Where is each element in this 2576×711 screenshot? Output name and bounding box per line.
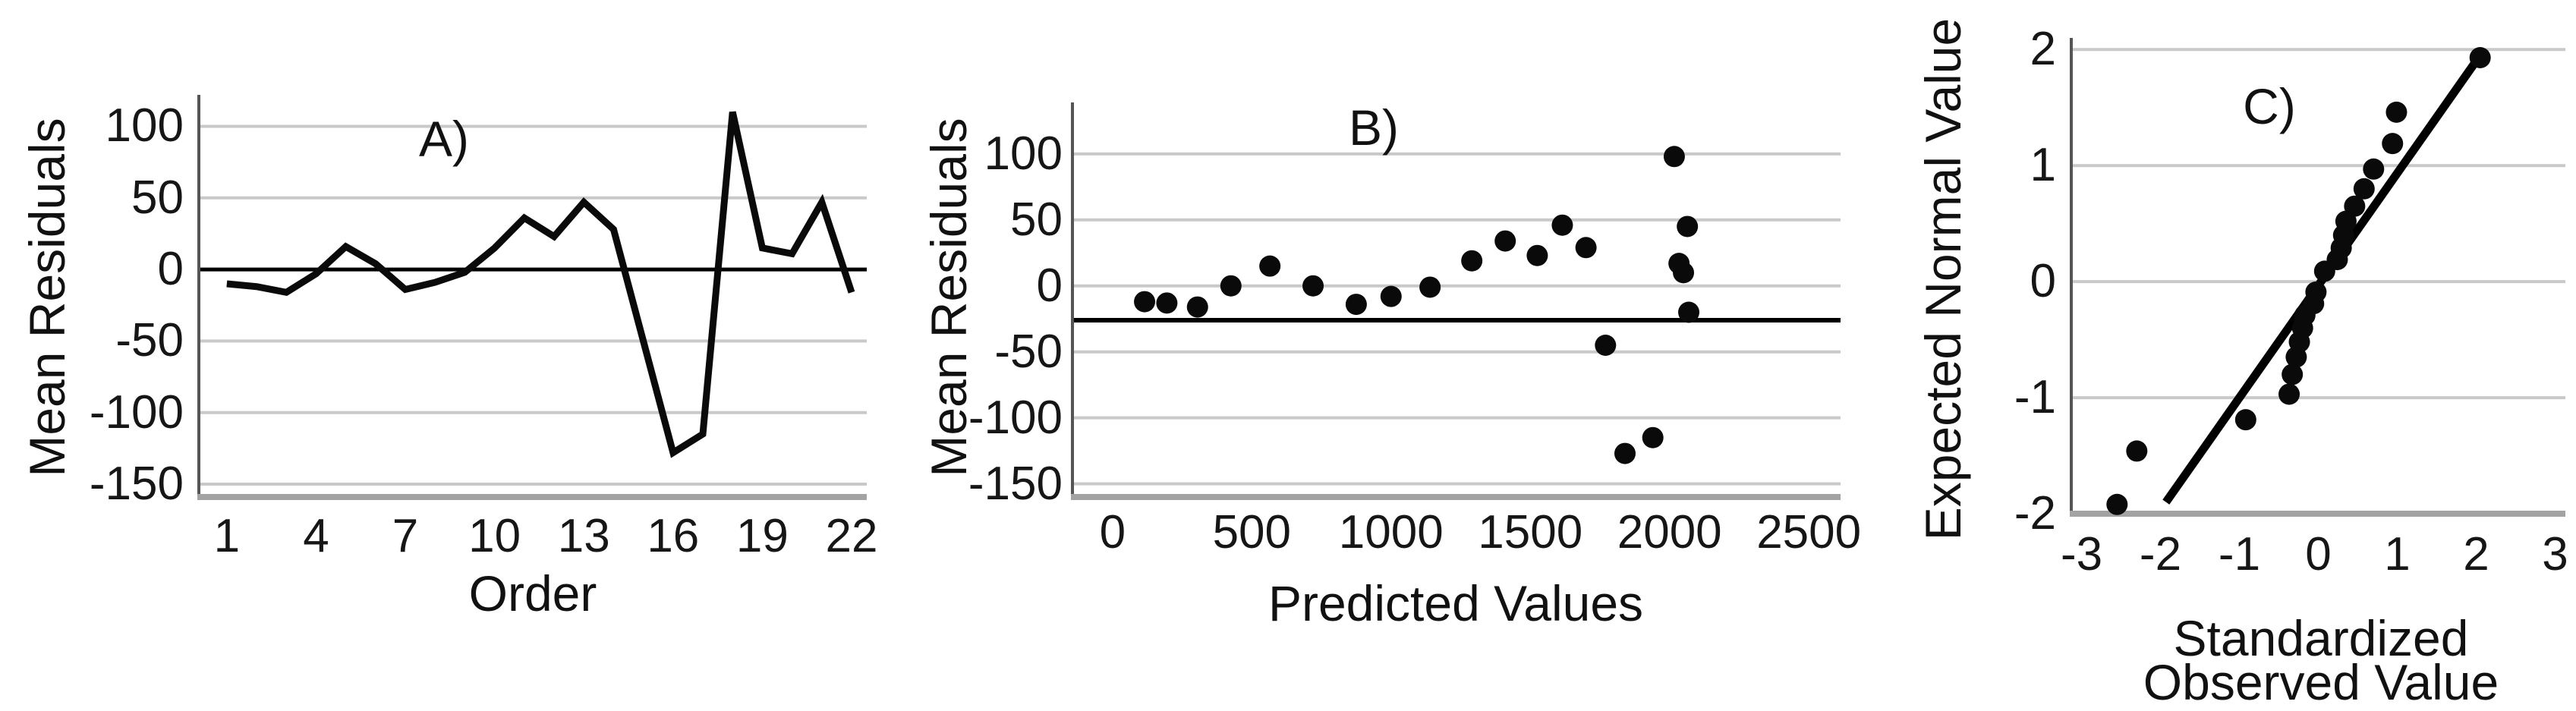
- chart-b-x-axis-title: Predicted Values: [1268, 575, 1644, 631]
- chart-c-y-axis-title: Expected Normal Value: [1915, 17, 1971, 541]
- data-point-C: [2382, 133, 2404, 155]
- x-tick-label-A: 16: [647, 510, 700, 562]
- y-tick-label-C: -2: [2014, 487, 2056, 540]
- chart-c-x-axis-title-line1: Standardized: [2173, 610, 2469, 666]
- y-tick-label-B: -150: [968, 457, 1063, 510]
- x-tick-label-B: 2000: [1617, 506, 1722, 558]
- data-point-B: [1302, 275, 1324, 297]
- data-point-C: [2344, 195, 2366, 217]
- data-point-B: [1663, 146, 1685, 168]
- y-tick-label-A: 100: [105, 99, 184, 153]
- data-point-B: [1259, 255, 1281, 277]
- data-point-C: [2106, 493, 2128, 515]
- data-point-B: [1220, 275, 1242, 297]
- x-tick-label-A: 22: [825, 510, 878, 562]
- data-point-C: [2278, 383, 2300, 405]
- y-tick-label-B: -100: [968, 391, 1063, 444]
- x-tick-label-B: 1000: [1338, 506, 1444, 558]
- data-point-B: [1134, 291, 1156, 313]
- y-tick-label-B: 0: [1036, 259, 1063, 312]
- data-point-B: [1677, 216, 1699, 238]
- y-tick-label-C: 1: [2030, 139, 2056, 192]
- data-point-C: [2126, 440, 2148, 462]
- x-tick-label-B: 1500: [1478, 506, 1583, 558]
- data-point-C: [2353, 178, 2375, 200]
- y-tick-label-A: -100: [89, 385, 184, 439]
- data-point-B: [1595, 335, 1617, 356]
- chart-b-title: B): [1349, 99, 1399, 156]
- data-point-C: [2234, 409, 2256, 431]
- data-point-B: [1614, 442, 1636, 464]
- data-point-C: [2282, 363, 2304, 385]
- x-tick-label-A: 19: [735, 510, 789, 562]
- x-tick-label-C: 3: [2542, 528, 2568, 580]
- x-tick-label-B: 500: [1212, 506, 1292, 558]
- x-tick-label-A: 1: [213, 510, 241, 562]
- y-tick-label-C: 0: [2030, 255, 2056, 308]
- data-point-C: [2363, 158, 2385, 180]
- y-tick-label-A: -150: [89, 458, 184, 511]
- data-point-B: [1526, 244, 1548, 266]
- data-point-B: [1494, 230, 1516, 252]
- y-tick-label-B: 50: [1010, 193, 1063, 246]
- data-point-B: [1551, 214, 1573, 236]
- chart-a-title: A): [419, 111, 469, 167]
- data-point-B: [1678, 301, 1700, 323]
- y-tick-label-A: 0: [157, 243, 184, 296]
- x-tick-label-A: 10: [468, 510, 521, 562]
- chart-c-title: C): [2243, 78, 2296, 134]
- residuals-line-series: [226, 111, 855, 458]
- chart-c-x-axis-title-line2: Observed Value: [2143, 654, 2499, 710]
- x-tick-label-C: -3: [2060, 528, 2103, 580]
- x-tick-label-C: -1: [2218, 528, 2261, 580]
- data-point-B: [1673, 262, 1695, 284]
- y-tick-label-C: -1: [2014, 371, 2056, 424]
- x-tick-label-B: 0: [1099, 506, 1126, 558]
- y-tick-label-B: -50: [994, 325, 1063, 378]
- data-point-B: [1419, 276, 1441, 298]
- data-point-C: [2469, 46, 2491, 68]
- x-tick-label-B: 2500: [1756, 506, 1862, 558]
- x-tick-label-A: 7: [392, 510, 419, 562]
- data-point-B: [1642, 426, 1664, 448]
- data-point-C: [2305, 281, 2327, 303]
- chart-a-y-axis-title: Mean Residuals: [19, 118, 75, 477]
- data-point-B: [1156, 292, 1178, 314]
- y-tick-label-C: 2: [2030, 23, 2056, 76]
- y-tick-label-A: -50: [115, 314, 184, 367]
- data-point-B: [1186, 296, 1208, 318]
- data-point-B: [1461, 250, 1483, 272]
- data-point-B: [1345, 294, 1367, 316]
- chart-a-x-axis-title: Order: [468, 565, 597, 621]
- x-tick-label-A: 13: [557, 510, 610, 562]
- y-tick-label-B: 100: [984, 127, 1063, 180]
- x-tick-label-C: 1: [2384, 528, 2411, 580]
- y-tick-label-A: 50: [131, 171, 184, 224]
- x-tick-label-A: 4: [303, 510, 329, 562]
- data-point-B: [1380, 285, 1402, 307]
- x-tick-label-C: 2: [2463, 528, 2489, 580]
- data-point-B: [1575, 237, 1597, 259]
- data-point-C: [2385, 101, 2408, 123]
- x-tick-label-C: 0: [2305, 528, 2332, 580]
- x-tick-label-C: -2: [2139, 528, 2182, 580]
